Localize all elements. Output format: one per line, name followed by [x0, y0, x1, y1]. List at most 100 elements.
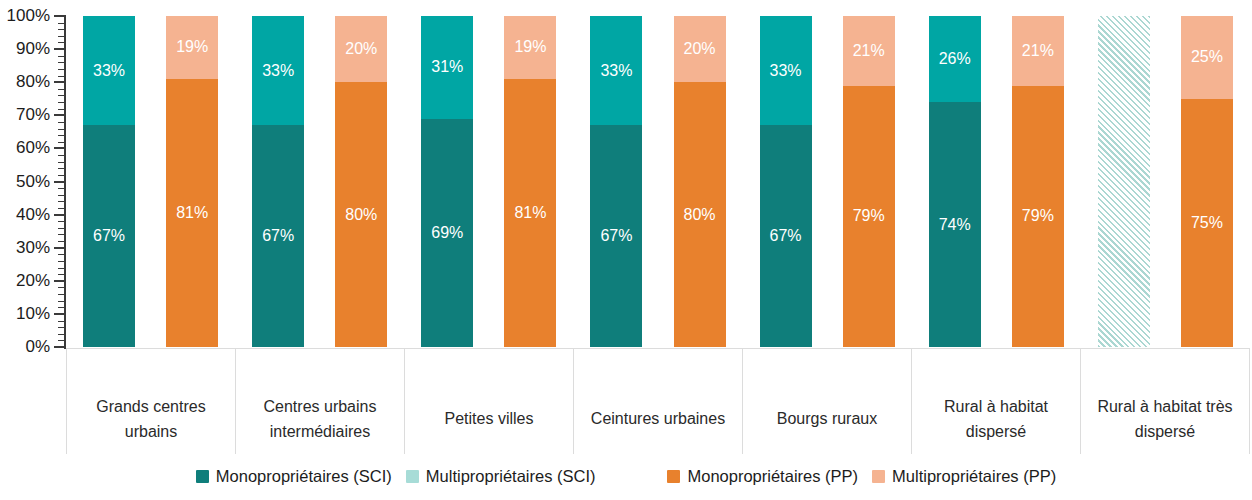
legend-group: Monopropriétaires (SCI) Multipropriétaire… — [196, 467, 596, 486]
bar-segment: 31% — [421, 16, 473, 119]
bar-segment: 74% — [929, 102, 981, 347]
y-axis-minor-tick — [58, 135, 64, 136]
bar-segment: 19% — [504, 16, 556, 79]
category-label: Grands centres urbains — [66, 349, 236, 454]
y-axis-minor-tick — [58, 294, 64, 295]
bar-value-label: 31% — [431, 58, 463, 76]
y-axis-label: 50% — [0, 172, 50, 192]
y-axis-label: 80% — [0, 72, 50, 92]
bar-sci: 31% 69% — [421, 16, 473, 347]
bar-value-label: 33% — [770, 62, 802, 80]
y-axis-minor-tick — [58, 69, 64, 70]
y-axis-label: 60% — [0, 138, 50, 158]
legend: Monopropriétaires (SCI) Multipropriétaire… — [0, 467, 1252, 486]
category-label: Rural à habitat dispersé — [912, 349, 1081, 454]
y-axis-major-tick — [54, 214, 64, 216]
bar-value-label: 75% — [1191, 214, 1223, 232]
bar-segment: 75% — [1181, 99, 1233, 347]
bar-segment: 19% — [166, 16, 218, 79]
bar-value-label: 69% — [431, 224, 463, 242]
bar-pp: 19% 81% — [504, 16, 556, 347]
y-axis-minor-tick — [58, 307, 64, 308]
legend-label: Monopropriétaires (PP) — [687, 467, 858, 486]
y-axis-minor-tick — [58, 321, 64, 322]
y-axis-minor-tick — [58, 234, 64, 235]
y-axis: 0%10%20%30%40%50%60%70%80%90%100% — [0, 16, 64, 347]
y-axis-minor-tick — [58, 301, 64, 302]
bar-segment: 69% — [421, 119, 473, 347]
legend-label: Multipropriétaires (SCI) — [426, 467, 596, 486]
bar-sci: 26% 74% — [929, 16, 981, 347]
bar-segment: 25% — [1181, 16, 1233, 99]
y-axis-major-tick — [54, 147, 64, 149]
y-axis-minor-tick — [58, 29, 64, 30]
y-axis-minor-tick — [58, 241, 64, 242]
bar-value-label: 21% — [853, 42, 885, 60]
bar-value-label: 81% — [176, 204, 208, 222]
y-axis-minor-tick — [58, 129, 64, 130]
bar-pp: 20%80% — [335, 16, 387, 347]
y-axis-major-tick — [54, 48, 64, 50]
y-axis-minor-tick — [58, 195, 64, 196]
bar-value-label: 19% — [514, 38, 546, 56]
y-axis-minor-tick — [58, 340, 64, 341]
category-label: Petites villes — [405, 349, 574, 454]
bar-sci: 33%67% — [590, 16, 642, 347]
bar-pp: 20%80% — [674, 16, 726, 347]
bar-value-label: 26% — [939, 50, 971, 68]
category-column: 31% 69% 19% 81% — [404, 16, 573, 347]
bar-segment: 21% — [843, 16, 895, 86]
legend-swatch — [196, 470, 209, 483]
bar-segment: 26% — [929, 16, 981, 102]
bar-value-label: 33% — [262, 62, 294, 80]
bar-segment: 33% — [590, 16, 642, 125]
y-axis-minor-tick — [58, 287, 64, 288]
legend-item: Monopropriétaires (PP) — [667, 467, 858, 486]
bar-value-label: 81% — [514, 204, 546, 222]
legend-item: Multipropriétaires (PP) — [872, 467, 1056, 486]
y-axis-minor-tick — [58, 142, 64, 143]
y-axis-minor-tick — [58, 334, 64, 335]
category-column: 33% 67% 20%80% — [235, 16, 404, 347]
y-axis-minor-tick — [58, 274, 64, 275]
y-axis-minor-tick — [58, 162, 64, 163]
y-axis-label: 100% — [0, 6, 50, 26]
bar-value-label: 79% — [1022, 207, 1054, 225]
bar-sci: 33%67% — [83, 16, 135, 347]
y-axis-minor-tick — [58, 102, 64, 103]
y-axis-minor-tick — [58, 155, 64, 156]
y-axis-label: 70% — [0, 105, 50, 125]
category-label: Ceintures urbaines — [574, 349, 743, 454]
legend-swatch — [406, 470, 419, 483]
bar-segment: 79% — [1012, 86, 1064, 347]
y-axis-major-tick — [54, 15, 64, 17]
legend-item: Multipropriétaires (SCI) — [406, 467, 596, 486]
bar-sci: 33% 67% — [252, 16, 304, 347]
bar-value-label: 67% — [770, 227, 802, 245]
y-axis-minor-tick — [58, 109, 64, 110]
bar-segment: 33% — [252, 16, 304, 125]
y-axis-minor-tick — [58, 208, 64, 209]
bar-value-label: 74% — [939, 216, 971, 234]
y-axis-label: 20% — [0, 271, 50, 291]
y-axis-label: 30% — [0, 238, 50, 258]
legend-item: Monopropriétaires (SCI) — [196, 467, 392, 486]
y-axis-major-tick — [54, 81, 64, 83]
bar-value-label: 21% — [1022, 42, 1054, 60]
y-axis-minor-tick — [58, 23, 64, 24]
bar-pp: 25% 75% — [1181, 16, 1233, 347]
y-axis-major-tick — [54, 114, 64, 116]
bar-pp: 21%79% — [843, 16, 895, 347]
bar-segment: 67% — [252, 125, 304, 347]
y-axis-major-tick — [54, 247, 64, 249]
bar-value-label: 20% — [684, 40, 716, 58]
y-axis-minor-tick — [58, 168, 64, 169]
bar-value-label: 20% — [345, 40, 377, 58]
bar-pp: 21% 79% — [1012, 16, 1064, 347]
y-axis-major-tick — [54, 280, 64, 282]
y-axis-minor-tick — [58, 89, 64, 90]
y-axis-label: 40% — [0, 205, 50, 225]
bar-value-label: 25% — [1191, 48, 1223, 66]
y-axis-minor-tick — [58, 175, 64, 176]
category-label: Centres urbains intermédiaires — [236, 349, 405, 454]
